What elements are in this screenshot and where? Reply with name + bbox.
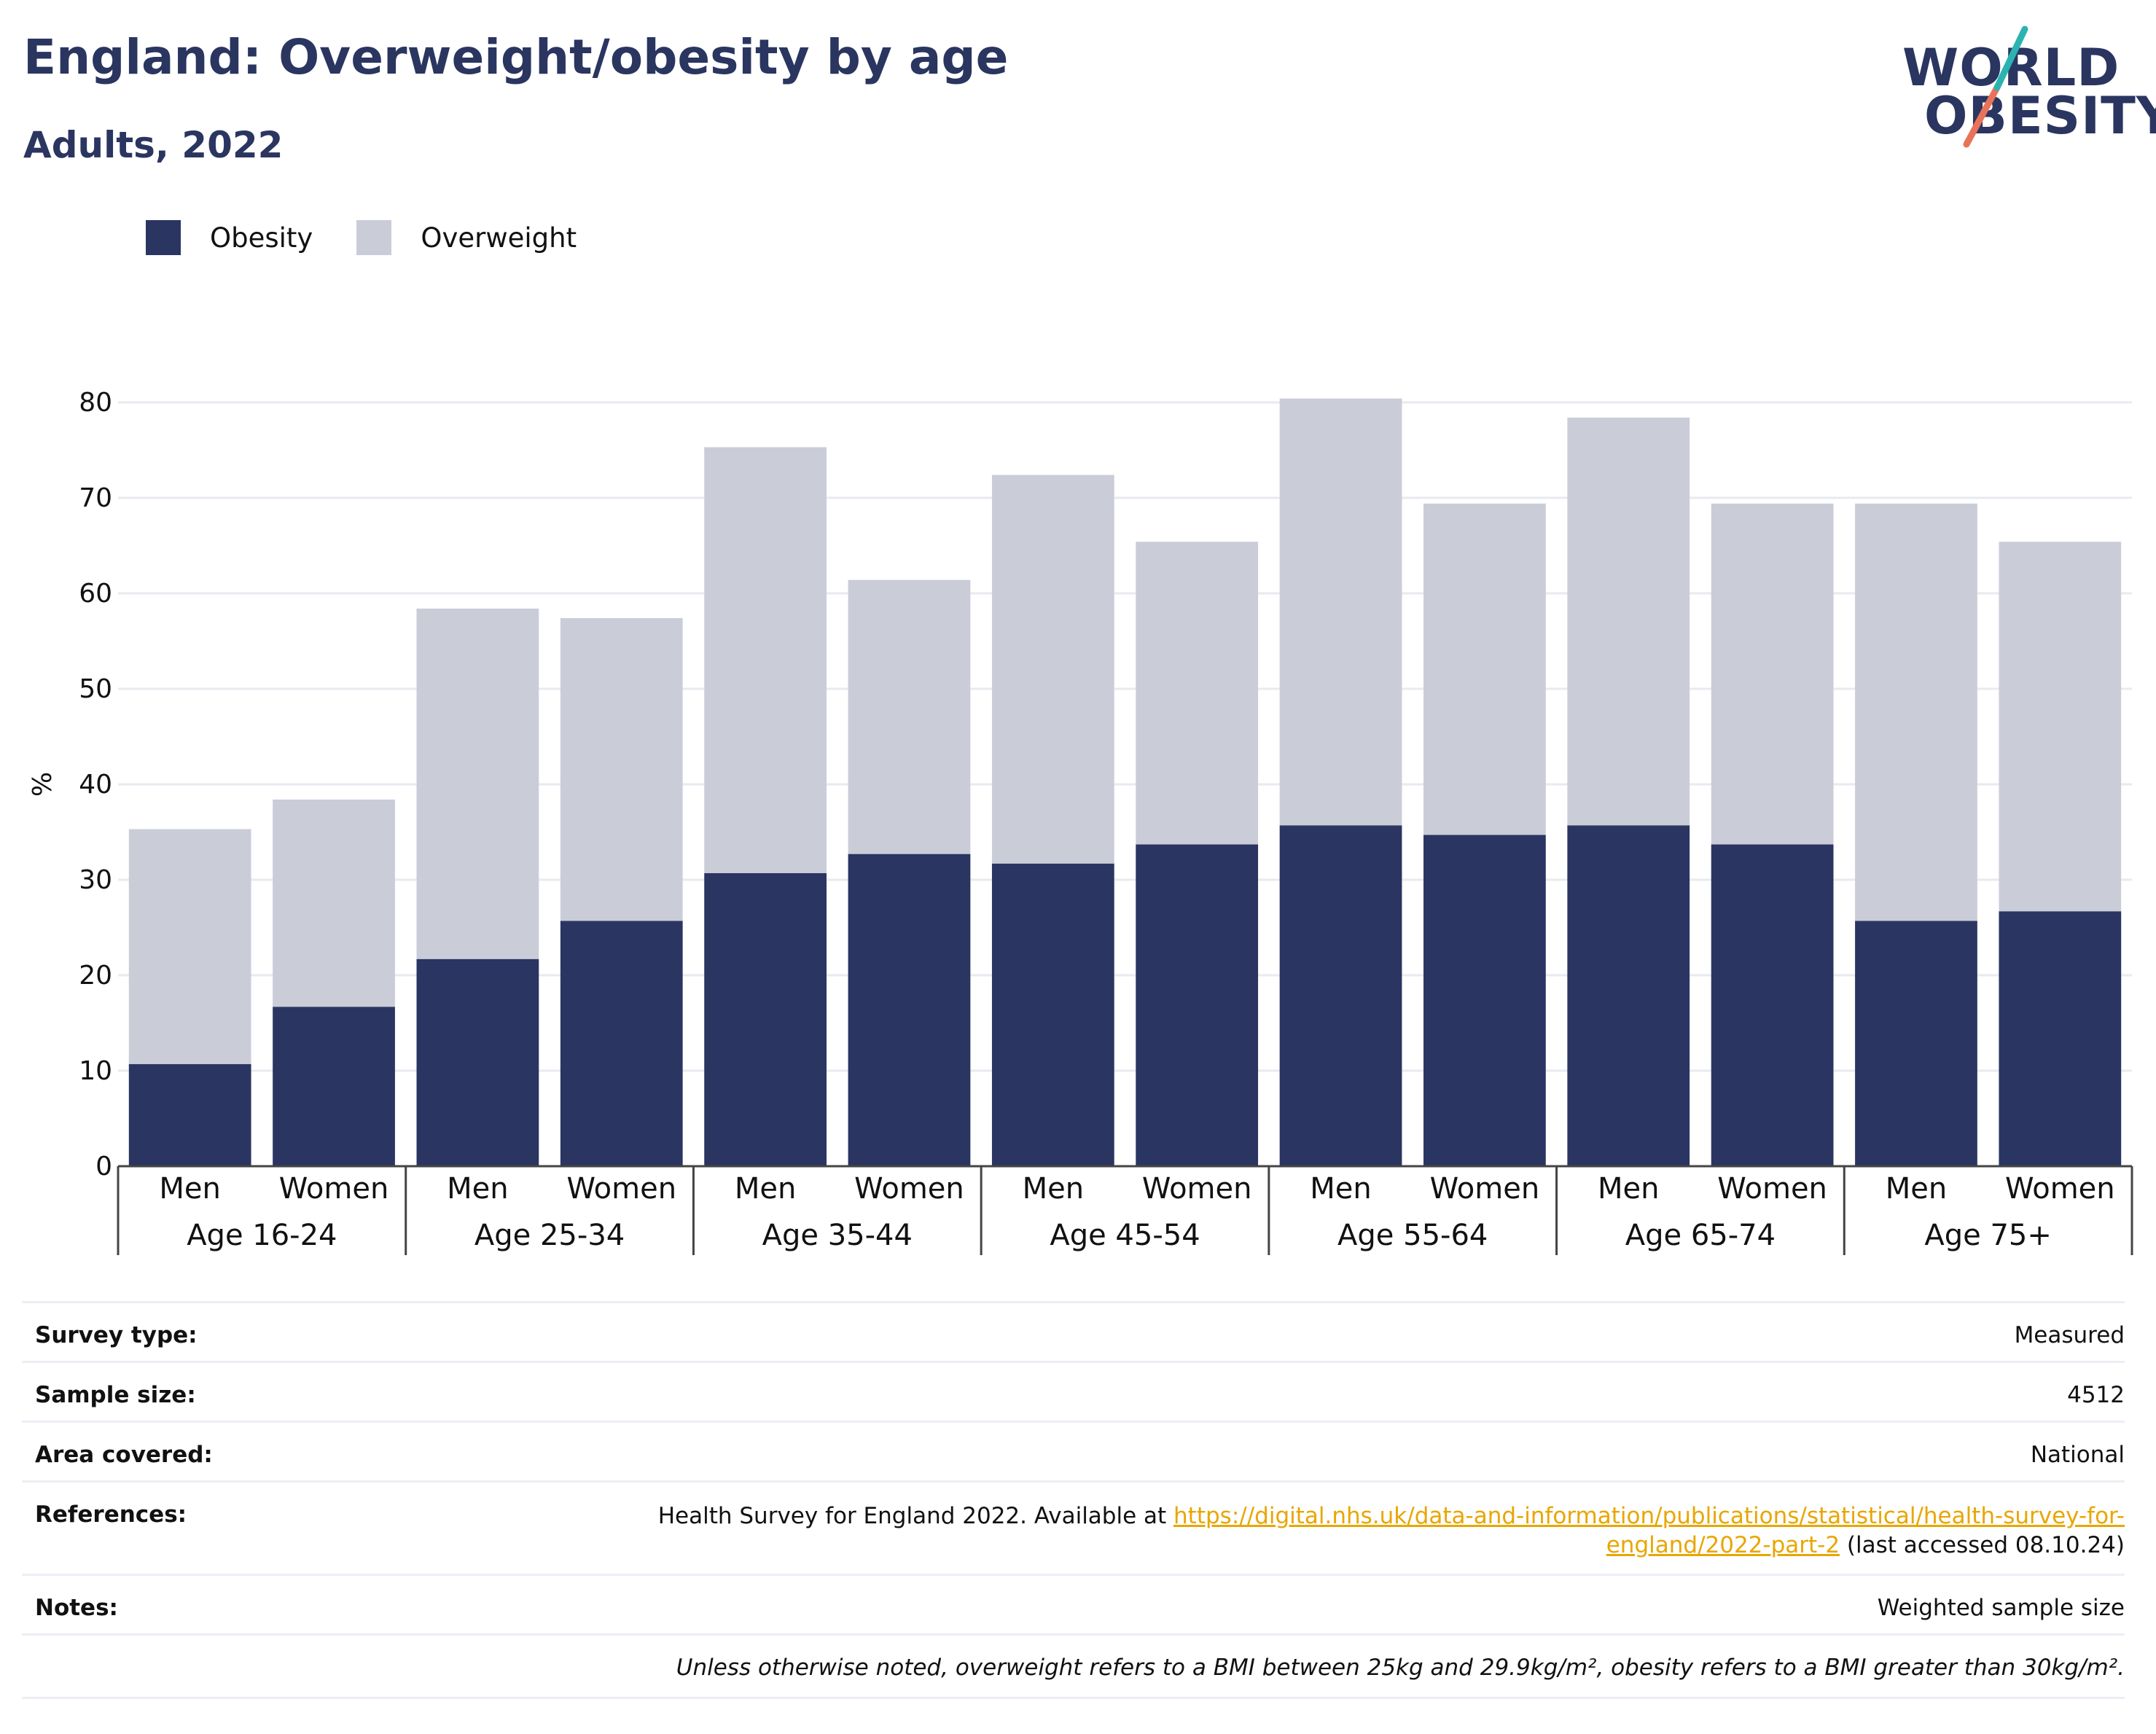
y-tick-label: 70 <box>79 483 112 513</box>
references-text: Health Survey for England 2022. Availabl… <box>658 1501 2125 1560</box>
bar-obesity-10 <box>1567 825 1690 1166</box>
y-tick-label: 30 <box>79 865 112 895</box>
legend-label-overweight: Overweight <box>421 222 577 254</box>
bar-obesity-12 <box>1855 921 1977 1166</box>
bar-obesity-4 <box>704 872 827 1166</box>
bar-overweight-12 <box>1855 503 1977 921</box>
y-tick-label: 0 <box>95 1152 112 1182</box>
x-tick-label-sex: Women <box>1717 1172 1827 1206</box>
legend-item-obesity: Obesity <box>146 220 313 255</box>
legend-swatch-overweight <box>356 220 392 255</box>
meta-row-survey-type: Survey type: Measured <box>22 1301 2125 1363</box>
meta-row-sample-size: Sample size: 4512 <box>22 1361 2125 1423</box>
bar-obesity-9 <box>1423 835 1546 1166</box>
bar-overweight-0 <box>128 829 251 1064</box>
bar-obesity-5 <box>848 854 971 1166</box>
y-tick-label: 40 <box>79 770 112 800</box>
world-obesity-logo: WORLD OBESITY <box>1902 22 2156 153</box>
bar-overweight-3 <box>560 618 683 921</box>
meta-label: Notes: <box>35 1595 118 1621</box>
definition-footnote: Unless otherwise noted, overweight refer… <box>676 1655 2125 1681</box>
bar-obesity-1 <box>273 1007 395 1166</box>
bar-obesity-2 <box>416 958 539 1166</box>
x-group-label: Age 16-24 <box>187 1219 337 1252</box>
references-link-part-2[interactable]: england/2022-part-2 <box>1606 1532 1840 1558</box>
chart-title: England: Overweight/obesity by age <box>23 29 1009 85</box>
x-tick-label-sex: Men <box>735 1172 796 1206</box>
x-tick-label-sex: Women <box>1142 1172 1252 1206</box>
meta-row-notes: Notes: Weighted sample size <box>22 1574 2125 1636</box>
legend-item-overweight: Overweight <box>356 220 577 255</box>
x-group-label: Age 65-74 <box>1625 1219 1776 1252</box>
meta-value: Weighted sample size <box>1877 1595 2125 1621</box>
bar-overweight-9 <box>1423 503 1546 835</box>
x-tick-label-sex: Men <box>1023 1172 1084 1206</box>
x-group-label: Age 75+ <box>1924 1219 2052 1252</box>
x-tick-label-sex: Men <box>159 1172 220 1206</box>
legend-label-obesity: Obesity <box>210 222 313 254</box>
x-tick-label-sex: Women <box>2005 1172 2115 1206</box>
x-group-label: Age 25-34 <box>474 1219 625 1252</box>
y-tick-label: 10 <box>79 1056 112 1086</box>
bar-overweight-2 <box>416 608 539 959</box>
bar-overweight-7 <box>1136 542 1259 845</box>
bar-obesity-0 <box>128 1063 251 1166</box>
x-group-label: Age 35-44 <box>762 1219 913 1252</box>
meta-label: Sample size: <box>35 1382 196 1408</box>
chart-subtitle: Adults, 2022 <box>23 124 284 166</box>
bar-overweight-5 <box>848 579 971 854</box>
y-tick-label: 20 <box>79 961 112 991</box>
bar-overweight-10 <box>1567 417 1690 826</box>
bar-obesity-13 <box>1999 911 2122 1166</box>
x-tick-label-sex: Men <box>1886 1172 1947 1206</box>
meta-value: 4512 <box>2067 1382 2125 1408</box>
x-group-label: Age 45-54 <box>1050 1219 1200 1252</box>
x-tick-label-sex: Men <box>1598 1172 1659 1206</box>
meta-label: Survey type: <box>35 1322 198 1348</box>
bar-overweight-11 <box>1711 503 1834 845</box>
bar-obesity-3 <box>560 921 683 1166</box>
meta-label: Area covered: <box>35 1442 213 1468</box>
bar-overweight-8 <box>1279 398 1402 826</box>
references-prefix: Health Survey for England 2022. Availabl… <box>657 1503 1174 1529</box>
meta-label: References: <box>35 1501 187 1528</box>
meta-row-references: References: Health Survey for England 20… <box>22 1480 2125 1576</box>
legend-swatch-obesity <box>146 220 181 255</box>
references-link-part-1[interactable]: https://digital.nhs.uk/data-and-informat… <box>1173 1503 2125 1529</box>
x-tick-label-sex: Men <box>1310 1172 1371 1206</box>
logo-slash-icon <box>1963 26 2028 148</box>
stacked-bar-chart: 0 10 20 30 40 50 60 70 80% Men Women Men Women Men Wom… <box>28 388 2133 1255</box>
y-tick-label: 50 <box>79 674 112 704</box>
logo-word-1: WORLD <box>1902 38 2120 98</box>
x-tick-label-sex: Women <box>1430 1172 1540 1206</box>
bar-obesity-7 <box>1136 844 1259 1166</box>
bar-overweight-6 <box>991 474 1114 864</box>
meta-row-area-covered: Area covered: National <box>22 1421 2125 1483</box>
bar-overweight-13 <box>1999 542 2122 912</box>
chart-legend: Obesity Overweight <box>146 219 620 257</box>
x-tick-label-sex: Women <box>566 1172 676 1206</box>
x-group-label: Age 55-64 <box>1337 1219 1488 1252</box>
x-tick-label-sex: Men <box>447 1172 508 1206</box>
x-tick-label-sex: Women <box>854 1172 964 1206</box>
bar-obesity-6 <box>991 863 1114 1166</box>
references-suffix: (last accessed 08.10.24) <box>1840 1532 2125 1558</box>
x-tick-label-sex: Women <box>279 1172 389 1206</box>
logo-word-2: OBESITY <box>1924 86 2156 146</box>
meta-row-footnote: Unless otherwise noted, overweight refer… <box>22 1633 2125 1699</box>
y-tick-label: 80 <box>79 388 112 418</box>
bar-obesity-11 <box>1711 844 1834 1166</box>
bar-overweight-4 <box>704 447 827 873</box>
y-axis-title: % <box>28 772 58 797</box>
bar-overweight-1 <box>273 799 395 1007</box>
y-tick-label: 60 <box>79 579 112 609</box>
meta-value: National <box>2030 1442 2125 1468</box>
meta-value: Measured <box>2014 1322 2125 1348</box>
bar-obesity-8 <box>1279 825 1402 1166</box>
